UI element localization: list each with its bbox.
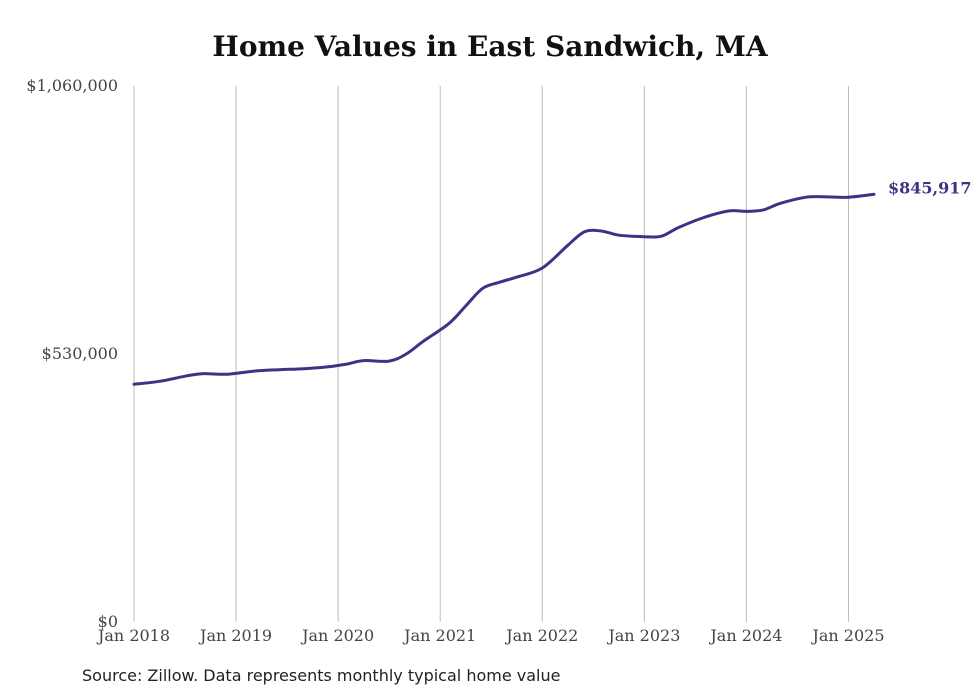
end-value-label: $845,917 <box>888 178 972 197</box>
y-tick-label: $530,000 <box>42 344 118 363</box>
source-note: Source: Zillow. Data represents monthly … <box>82 666 561 685</box>
series-layer: $845,917 <box>132 178 972 386</box>
y-axis: $0 $530,000 $1,060,000 <box>26 76 118 631</box>
x-tick-label: Jan 2025 <box>810 626 884 645</box>
x-tick-label: Jan 2019 <box>198 626 272 645</box>
x-tick-label: Jan 2020 <box>300 626 374 645</box>
x-axis: Jan 2018 Jan 2019 Jan 2020 Jan 2021 Jan 2022… <box>96 626 885 645</box>
grid-lines <box>133 86 849 622</box>
x-tick-label: Jan 2018 <box>96 626 170 645</box>
chart-title: Home Values in East Sandwich, MA <box>212 30 768 63</box>
x-tick-label: Jan 2023 <box>606 626 680 645</box>
y-tick-label: $1,060,000 <box>26 76 118 95</box>
x-tick-label: Jan 2022 <box>504 626 578 645</box>
y-tick-label: $0 <box>98 612 118 631</box>
x-tick-label: Jan 2024 <box>708 626 782 645</box>
x-tick-label: Jan 2021 <box>402 626 476 645</box>
series-line-0 <box>132 192 876 386</box>
